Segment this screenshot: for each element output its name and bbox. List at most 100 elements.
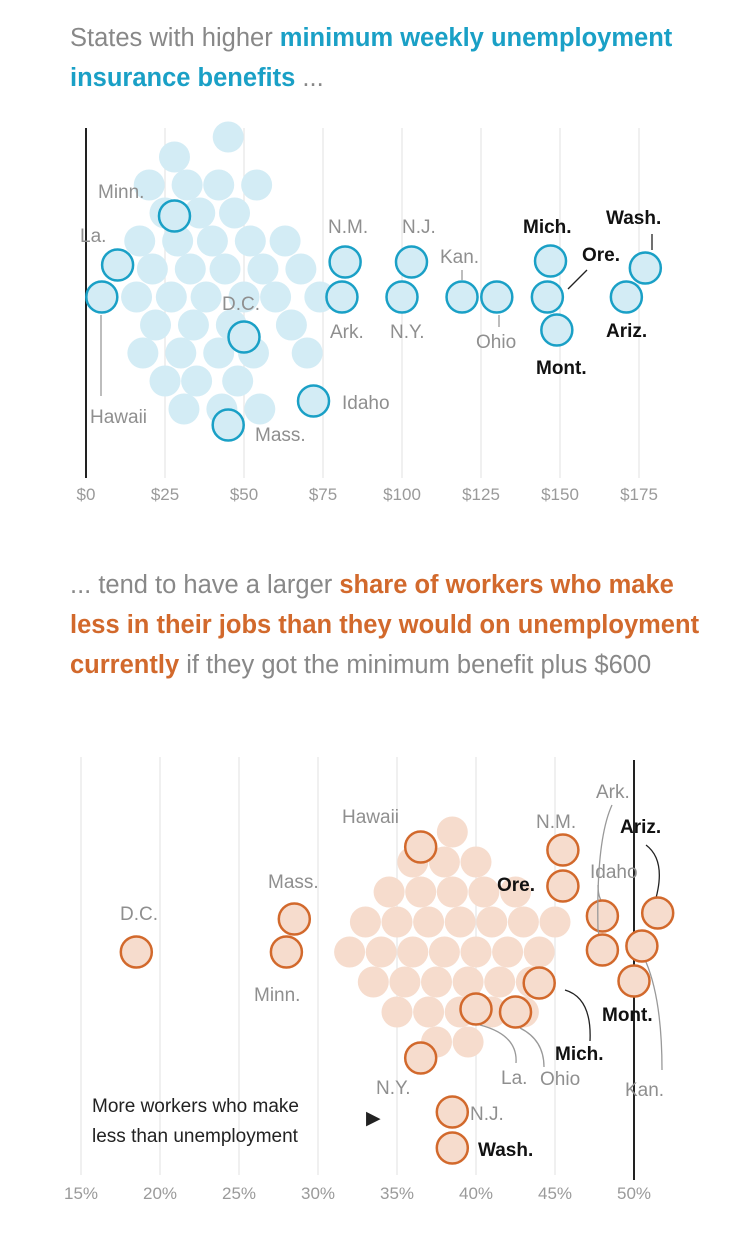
state-dot (158, 141, 190, 173)
leader-idaho (597, 884, 611, 907)
state-dot (291, 337, 323, 369)
x-tick-label: 35% (380, 1184, 414, 1203)
state-label-mont: Mont. (602, 1005, 653, 1026)
state-dot (444, 996, 476, 1028)
highlight-dot-mich (522, 966, 556, 1000)
leader-ohio (519, 1027, 545, 1068)
headline-1-suffix: ... (295, 64, 324, 92)
state-dot (460, 846, 492, 878)
state-label-ohio: Ohio (540, 1069, 580, 1090)
state-dot (244, 393, 276, 425)
state-dot (136, 253, 168, 285)
highlight-dot-n-y (403, 1041, 438, 1075)
state-dot (436, 816, 468, 848)
state-label-la: La. (80, 226, 106, 247)
state-dot (275, 309, 307, 341)
x-tick-label: 25% (222, 1184, 256, 1203)
highlight-dot-ohio (498, 995, 533, 1029)
state-dot (421, 1026, 452, 1058)
state-dot (468, 876, 500, 908)
state-dot (413, 996, 445, 1028)
state-label-ariz: Ariz. (606, 321, 647, 342)
state-dot (436, 876, 468, 908)
state-dot (162, 225, 194, 257)
x-tick-label: 20% (143, 1184, 177, 1203)
state-dot (209, 253, 241, 285)
state-label-minn: Minn. (98, 182, 144, 203)
state-dot (413, 906, 445, 938)
state-dot (247, 253, 279, 285)
annotation-line-2: less than unemployment (92, 1126, 299, 1147)
state-dot (234, 225, 266, 257)
highlight-dot-n-y (385, 280, 419, 314)
x-tick-label: 30% (301, 1184, 335, 1203)
highlight-dot-ark (325, 280, 359, 314)
x-tick-label: $125 (462, 485, 500, 504)
highlight-dot-d-c (119, 935, 154, 969)
highlight-dot-mich (533, 244, 568, 278)
state-label-ohio: Ohio (476, 332, 516, 353)
state-dot (177, 309, 209, 341)
state-dot (389, 966, 421, 998)
state-dot (397, 936, 429, 968)
highlight-dot-n-m (328, 245, 362, 279)
state-label-kan: Kan. (625, 1080, 664, 1101)
highlight-dot-la (459, 992, 493, 1026)
state-dot (405, 876, 437, 908)
highlight-dot-ariz (640, 896, 675, 930)
state-label-ark: Ark. (596, 782, 630, 803)
state-dot (203, 337, 235, 369)
state-label-idaho: Idaho (590, 862, 638, 883)
state-label-n-j: N.J. (470, 1104, 504, 1125)
state-label-ark: Ark. (330, 322, 364, 343)
state-label-n-m: N.M. (536, 812, 576, 833)
highlight-dot-mont (540, 313, 574, 347)
state-dot (285, 253, 317, 285)
state-label-wash: Wash. (606, 208, 661, 229)
state-dot (428, 846, 460, 878)
headline-benefits: States with higher minimum weekly unempl… (70, 18, 710, 98)
state-dot (219, 197, 251, 229)
state-dot (492, 936, 524, 968)
state-dot (140, 309, 172, 341)
leader-ariz (645, 844, 660, 899)
headline-share-of-workers: ... tend to have a larger share of worke… (70, 565, 710, 685)
state-dot (452, 1026, 484, 1058)
highlight-dot-kan (625, 929, 659, 963)
highlight-dot-wash (435, 1131, 470, 1165)
state-dot (373, 876, 405, 908)
state-label-ore: Ore. (582, 245, 620, 266)
state-dot (165, 337, 197, 369)
state-dot (212, 121, 244, 153)
state-dot (460, 936, 492, 968)
headline-2-suffix: if they got the minimum benefit plus $60… (179, 651, 652, 679)
state-label-d-c: D.C. (120, 904, 158, 925)
x-tick-label: 50% (617, 1184, 651, 1203)
state-dot (500, 876, 531, 908)
highlight-dot-ariz (609, 280, 644, 314)
state-dot (174, 253, 206, 285)
benefit-beeswarm-chart: $0 $25 $50 $75 $100 $125 $150 $175 La. Hawaii Minn… (77, 121, 663, 504)
state-label-n-y: N.Y. (390, 322, 425, 343)
state-dot (334, 936, 366, 968)
state-dot (196, 225, 228, 257)
state-dot (184, 197, 216, 229)
highlight-dot-mass (277, 902, 312, 936)
state-label-mont: Mont. (536, 358, 587, 379)
state-dot (121, 281, 153, 313)
x-tick-label: $100 (383, 485, 421, 504)
state-dot (241, 169, 273, 201)
state-label-mass: Mass. (268, 872, 319, 893)
highlight-dot-d-c (227, 320, 261, 354)
state-label-wash: Wash. (478, 1140, 533, 1161)
state-dot (269, 225, 301, 257)
state-dot (365, 936, 397, 968)
leader-la (479, 1024, 517, 1064)
headline-1-prefix: States with higher (70, 24, 280, 52)
headline-2-highlight: share of workers who make less in their … (70, 571, 700, 679)
highlight-dot-wash (628, 251, 663, 285)
state-dot (397, 846, 429, 878)
state-dot (203, 169, 235, 201)
state-dot (515, 966, 547, 998)
state-dot (171, 169, 203, 201)
